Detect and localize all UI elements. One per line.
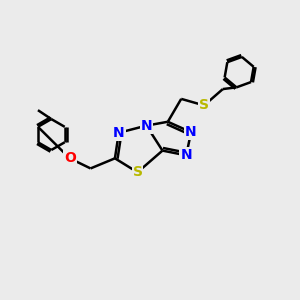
Text: N: N bbox=[141, 118, 152, 133]
Text: O: O bbox=[64, 151, 76, 165]
Text: S: S bbox=[199, 98, 209, 112]
Text: N: N bbox=[113, 126, 124, 140]
Text: N: N bbox=[185, 125, 197, 139]
Text: N: N bbox=[180, 148, 192, 162]
Text: S: S bbox=[133, 165, 142, 179]
